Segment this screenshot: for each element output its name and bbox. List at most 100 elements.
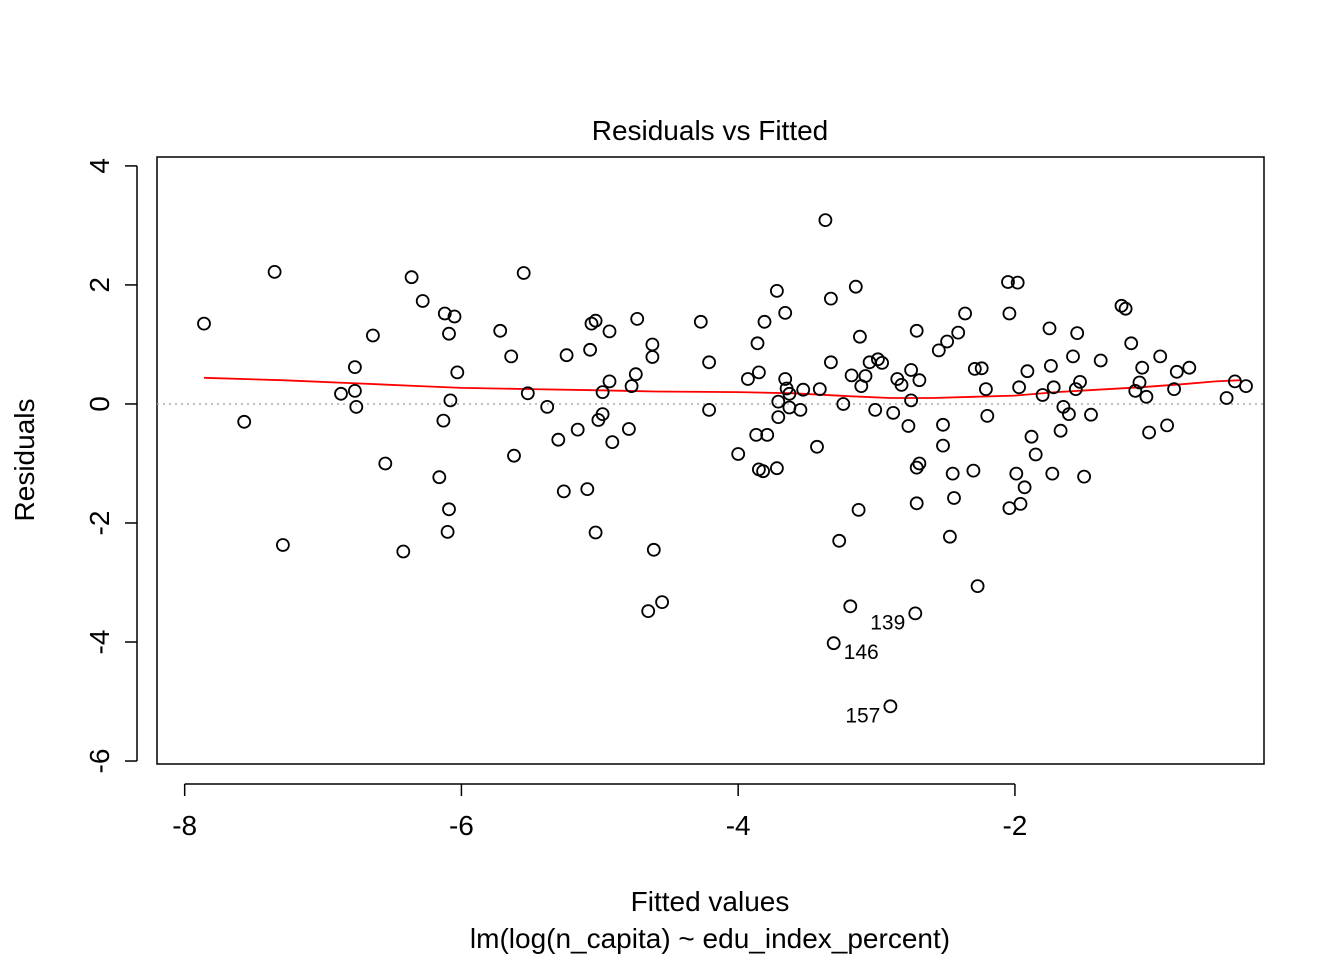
- y-tick-label: 0: [84, 396, 115, 412]
- data-point: [1128, 383, 1143, 398]
- data-point: [875, 355, 889, 370]
- data-point: [1028, 447, 1043, 462]
- data-point: [645, 337, 660, 352]
- data-point: [848, 279, 863, 294]
- data-point: [909, 460, 924, 475]
- data-point: [275, 538, 290, 552]
- y-tick-label: 4: [84, 158, 115, 174]
- data-point: [504, 349, 519, 364]
- data-point: [602, 374, 617, 389]
- data-point: [447, 309, 462, 324]
- data-point: [836, 397, 851, 411]
- data-point: [1017, 480, 1032, 495]
- data-point: [752, 365, 766, 380]
- data-point: [583, 342, 597, 357]
- data-point: [909, 496, 924, 511]
- data-point: [1042, 321, 1057, 336]
- data-point: [912, 373, 927, 388]
- data-point: [440, 525, 455, 539]
- data-point: [432, 470, 447, 485]
- data-point: [436, 413, 451, 428]
- data-point: [1093, 353, 1108, 368]
- data-point: [655, 595, 669, 609]
- data-point: [756, 464, 770, 479]
- data-point: [1012, 380, 1026, 395]
- data-point: [741, 372, 755, 386]
- chart-title: Residuals vs Fitted: [592, 115, 829, 146]
- data-point: [365, 328, 380, 343]
- data-point: [931, 343, 946, 358]
- data-point: [641, 604, 656, 618]
- data-point: [782, 400, 797, 415]
- data-point: [967, 361, 982, 376]
- data-point: [832, 533, 847, 548]
- data-point: [886, 405, 901, 420]
- data-point: [980, 408, 995, 423]
- data-point: [437, 306, 452, 321]
- data-point: [844, 368, 859, 383]
- data-point: [843, 599, 858, 614]
- data-point: [551, 432, 566, 447]
- data-point: [1219, 391, 1234, 405]
- data-point: [570, 422, 585, 437]
- data-point: [197, 316, 211, 331]
- data-point: [970, 579, 985, 593]
- data-point: [1167, 382, 1181, 397]
- chart-subtitle: lm(log(n_capita) ~ edu_index_percent): [470, 923, 950, 954]
- data-point: [605, 435, 620, 450]
- data-point: [1046, 380, 1061, 395]
- data-point: [851, 502, 866, 517]
- data-point: [1068, 382, 1083, 397]
- data-point: [624, 379, 639, 394]
- data-point: [1035, 388, 1050, 402]
- data-point: [1239, 379, 1253, 394]
- data-point: [1132, 375, 1147, 390]
- data-point: [858, 369, 873, 383]
- data-point: [1135, 360, 1150, 375]
- data-point: [1053, 423, 1068, 438]
- data-point: [584, 316, 599, 331]
- x-axis: -8 -6 -4 -2: [172, 783, 1027, 841]
- data-point: [826, 636, 841, 651]
- data-point: [904, 393, 918, 408]
- data-point: [909, 323, 924, 338]
- data-point: [1228, 374, 1242, 389]
- data-point: [853, 329, 867, 344]
- data-point: [630, 311, 645, 326]
- data-point: [493, 323, 508, 338]
- data-point: [1142, 425, 1156, 440]
- data-point: [595, 385, 610, 400]
- data-point: [770, 283, 784, 298]
- y-tick-label: -4: [84, 630, 115, 655]
- data-point: [1169, 364, 1184, 379]
- data-point: [771, 410, 786, 425]
- data-point: [646, 542, 661, 557]
- data-point: [782, 386, 797, 401]
- data-point: [237, 414, 252, 429]
- data-point: [778, 305, 793, 320]
- data-point: [824, 355, 838, 370]
- data-point: [793, 402, 808, 417]
- data-point: [871, 352, 885, 367]
- data-point: [943, 529, 957, 544]
- data-point: [771, 394, 786, 409]
- data-point: [1044, 358, 1058, 373]
- point-label: 139: [870, 611, 905, 634]
- data-point: [442, 326, 456, 341]
- y-tick-label: 2: [84, 277, 115, 293]
- data-point: [731, 447, 746, 461]
- data-point: [940, 334, 954, 349]
- data-point: [1114, 298, 1129, 313]
- y-tick-label: -2: [84, 511, 115, 536]
- data-point: [1073, 374, 1087, 389]
- data-point: [912, 456, 927, 471]
- x-tick-label: -4: [726, 810, 751, 841]
- data-point: [1070, 326, 1085, 341]
- data-point: [396, 544, 411, 559]
- data-point: [810, 439, 824, 454]
- smooth-line: [203, 376, 1241, 399]
- data-point: [958, 306, 972, 321]
- data-point: [1160, 418, 1174, 433]
- data-point: [443, 393, 458, 408]
